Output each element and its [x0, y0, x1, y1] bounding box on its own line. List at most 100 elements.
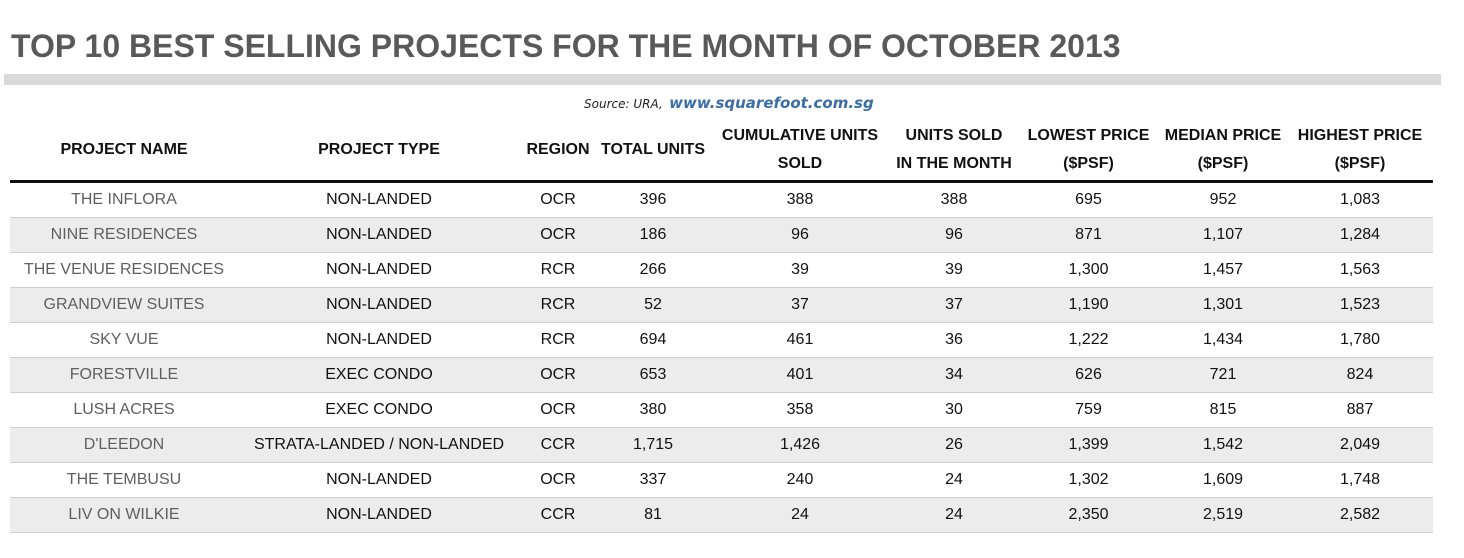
cell-total-units: 266 — [596, 252, 710, 288]
cell-project-name: LUSH ACRES — [10, 392, 238, 428]
cell-total-units: 52 — [596, 287, 710, 323]
header-region: REGION — [520, 120, 596, 183]
table-row: FORESTVILLE EXEC CONDO OCR 653 401 34 62… — [10, 357, 1433, 393]
cell-region: OCR — [520, 357, 596, 393]
cell-cumulative-units: 240 — [710, 462, 890, 498]
cell-total-units: 337 — [596, 462, 710, 498]
cell-total-units: 380 — [596, 392, 710, 428]
table-row: GRANDVIEW SUITES NON-LANDED RCR 52 37 37… — [10, 287, 1433, 323]
sales-table-container: PROJECT NAME PROJECT TYPE REGION TOTAL U… — [10, 120, 1433, 533]
cell-project-type: STRATA-LANDED / NON-LANDED — [238, 427, 520, 463]
cell-project-name: GRANDVIEW SUITES — [10, 287, 238, 323]
table-header-row: PROJECT NAME PROJECT TYPE REGION TOTAL U… — [10, 120, 1433, 183]
cell-project-type: NON-LANDED — [238, 217, 520, 253]
cell-project-name: THE INFLORA — [10, 181, 238, 218]
cell-units-sold-month: 388 — [890, 181, 1018, 218]
cell-project-name: D'LEEDON — [10, 427, 238, 463]
cell-cumulative-units: 401 — [710, 357, 890, 393]
cell-project-type: NON-LANDED — [238, 462, 520, 498]
cell-region: RCR — [520, 252, 596, 288]
table-row: NINE RESIDENCES NON-LANDED OCR 186 96 96… — [10, 217, 1433, 253]
cell-units-sold-month: 37 — [890, 287, 1018, 323]
cell-units-sold-month: 24 — [890, 462, 1018, 498]
cell-highest-price: 1,563 — [1287, 252, 1433, 288]
cell-project-name: THE TEMBUSU — [10, 462, 238, 498]
cell-total-units: 396 — [596, 181, 710, 218]
cell-highest-price: 1,780 — [1287, 322, 1433, 358]
cell-units-sold-month: 24 — [890, 497, 1018, 533]
cell-project-type: NON-LANDED — [238, 287, 520, 323]
cell-project-name: LIV ON WILKIE — [10, 497, 238, 533]
header-median-price: MEDIAN PRICE ($PSF) — [1159, 120, 1287, 183]
header-cumulative-line2: SOLD — [777, 155, 823, 172]
cell-median-price: 1,609 — [1159, 462, 1287, 498]
cell-cumulative-units: 388 — [710, 181, 890, 218]
cell-region: RCR — [520, 322, 596, 358]
cell-region: RCR — [520, 287, 596, 323]
header-total-units: TOTAL UNITS — [596, 120, 710, 183]
cell-total-units: 653 — [596, 357, 710, 393]
source-link[interactable]: www.squarefoot.com.sg — [669, 94, 874, 112]
cell-cumulative-units: 1,426 — [710, 427, 890, 463]
cell-lowest-price: 1,300 — [1018, 252, 1159, 288]
header-highest-line2: ($PSF) — [1334, 155, 1386, 172]
cell-median-price: 952 — [1159, 181, 1287, 218]
cell-lowest-price: 626 — [1018, 357, 1159, 393]
cell-median-price: 1,457 — [1159, 252, 1287, 288]
cell-project-name: FORESTVILLE — [10, 357, 238, 393]
cell-project-type: NON-LANDED — [238, 322, 520, 358]
cell-lowest-price: 1,399 — [1018, 427, 1159, 463]
cell-lowest-price: 2,350 — [1018, 497, 1159, 533]
cell-region: CCR — [520, 497, 596, 533]
cell-lowest-price: 1,302 — [1018, 462, 1159, 498]
cell-total-units: 694 — [596, 322, 710, 358]
header-cumulative-line1: CUMULATIVE UNITS — [721, 127, 879, 144]
table-row: SKY VUE NON-LANDED RCR 694 461 36 1,222 … — [10, 322, 1433, 358]
cell-region: CCR — [520, 427, 596, 463]
cell-highest-price: 1,284 — [1287, 217, 1433, 253]
cell-lowest-price: 695 — [1018, 181, 1159, 218]
table-row: THE TEMBUSU NON-LANDED OCR 337 240 24 1,… — [10, 462, 1433, 498]
header-project-type: PROJECT TYPE — [238, 120, 520, 183]
cell-project-type: NON-LANDED — [238, 181, 520, 218]
cell-units-sold-month: 36 — [890, 322, 1018, 358]
header-lowest-line2: ($PSF) — [1063, 155, 1114, 172]
page-title: TOP 10 BEST SELLING PROJECTS FOR THE MON… — [11, 28, 1121, 64]
cell-region: OCR — [520, 392, 596, 428]
header-highest-line1: HIGHEST PRICE — [1297, 127, 1423, 144]
cell-project-name: THE VENUE RESIDENCES — [10, 252, 238, 288]
cell-lowest-price: 759 — [1018, 392, 1159, 428]
cell-highest-price: 1,083 — [1287, 181, 1433, 218]
cell-median-price: 1,107 — [1159, 217, 1287, 253]
cell-units-sold-month: 39 — [890, 252, 1018, 288]
cell-median-price: 1,301 — [1159, 287, 1287, 323]
cell-highest-price: 2,049 — [1287, 427, 1433, 463]
cell-median-price: 815 — [1159, 392, 1287, 428]
table-row: D'LEEDON STRATA-LANDED / NON-LANDED CCR … — [10, 427, 1433, 463]
header-highest-price: HIGHEST PRICE ($PSF) — [1287, 120, 1433, 183]
cell-project-type: NON-LANDED — [238, 497, 520, 533]
header-lowest-price: LOWEST PRICE ($PSF) — [1018, 120, 1159, 183]
cell-project-name: NINE RESIDENCES — [10, 217, 238, 253]
cell-project-type: EXEC CONDO — [238, 357, 520, 393]
cell-highest-price: 824 — [1287, 357, 1433, 393]
cell-units-sold-month: 96 — [890, 217, 1018, 253]
cell-lowest-price: 1,190 — [1018, 287, 1159, 323]
cell-units-sold-month: 30 — [890, 392, 1018, 428]
header-sold-month-line2: IN THE MONTH — [896, 155, 1012, 172]
cell-units-sold-month: 26 — [890, 427, 1018, 463]
cell-lowest-price: 871 — [1018, 217, 1159, 253]
cell-total-units: 81 — [596, 497, 710, 533]
table-row: THE INFLORA NON-LANDED OCR 396 388 388 6… — [10, 181, 1433, 218]
header-lowest-line1: LOWEST PRICE — [1027, 127, 1150, 144]
cell-project-type: NON-LANDED — [238, 252, 520, 288]
cell-median-price: 1,542 — [1159, 427, 1287, 463]
cell-highest-price: 1,748 — [1287, 462, 1433, 498]
cell-highest-price: 1,523 — [1287, 287, 1433, 323]
cell-region: OCR — [520, 217, 596, 253]
source-line: Source: URA, www.squarefoot.com.sg — [584, 94, 874, 113]
source-label: Source: URA, — [584, 97, 663, 111]
header-units-sold-month: UNITS SOLD IN THE MONTH — [890, 120, 1018, 183]
cell-median-price: 721 — [1159, 357, 1287, 393]
cell-region: OCR — [520, 462, 596, 498]
